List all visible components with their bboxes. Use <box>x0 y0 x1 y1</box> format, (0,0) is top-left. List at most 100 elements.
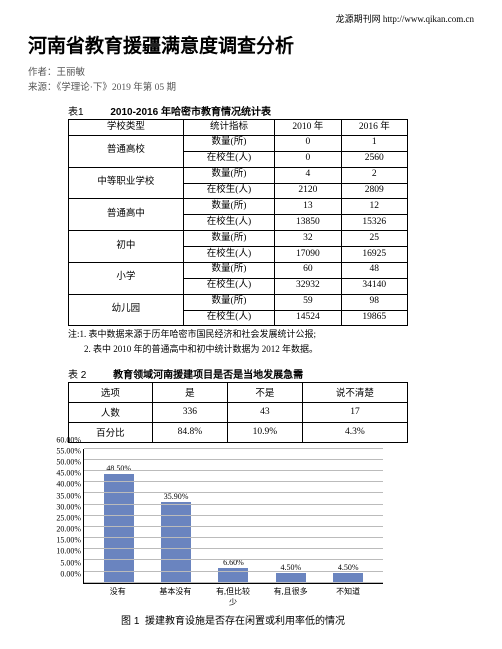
table1-header-cell: 2016 年 <box>341 120 407 136</box>
table1-cell: 34140 <box>341 278 407 294</box>
table1-cell: 数量(所) <box>183 231 274 247</box>
bar <box>104 474 134 583</box>
grid-line <box>84 470 383 471</box>
grid-line <box>84 537 383 538</box>
table1-cell: 16925 <box>341 247 407 263</box>
table-row: 普通高校数量(所)01 <box>69 135 408 151</box>
table1-cell: 32932 <box>275 278 341 294</box>
table-row: 初中数量(所)3225 <box>69 231 408 247</box>
chart-num: 图 1 <box>121 616 139 627</box>
table1-cell: 48 <box>341 262 407 278</box>
y-axis-label: 40.00% <box>56 480 84 489</box>
table1-cell: 1 <box>341 135 407 151</box>
y-axis-label: 60.00% <box>56 435 84 444</box>
table1-cell: 32 <box>275 231 341 247</box>
grid-line <box>84 571 383 572</box>
grid-line <box>84 548 383 549</box>
chart-caption: 图 1 援建教育设施是否存在闲置或利用率低的情况 <box>83 612 383 627</box>
table1-cell: 12 <box>341 199 407 215</box>
grid-line <box>84 448 383 449</box>
table1-cell: 数量(所) <box>183 199 274 215</box>
y-axis-label: 25.00% <box>56 513 84 522</box>
grid-line <box>84 559 383 560</box>
table2-header-cell: 选项 <box>69 382 153 402</box>
grid-line <box>84 492 383 493</box>
y-axis-label: 0.00% <box>60 569 84 578</box>
table1-cell: 19865 <box>341 310 407 326</box>
y-axis-label: 35.00% <box>56 491 84 500</box>
table1-cell: 25 <box>341 231 407 247</box>
table2-title: 教育领域河南援建项目是否是当地发展急需 <box>113 370 303 381</box>
table1-cell: 4 <box>275 167 341 183</box>
table1-type-cell: 小学 <box>69 262 184 294</box>
table2-cell: 84.8% <box>152 422 227 442</box>
y-axis-label: 10.00% <box>56 547 84 556</box>
table1-type-cell: 中等职业学校 <box>69 167 184 199</box>
x-axis-label: 不知道 <box>329 586 367 608</box>
x-axis-label: 有,且很多 <box>272 586 310 608</box>
table1-cell: 2120 <box>275 183 341 199</box>
author-name: 王丽敏 <box>57 68 86 78</box>
table1-cell: 2 <box>341 167 407 183</box>
table2-cell: 10.9% <box>227 422 302 442</box>
table2-header-cell: 说不清楚 <box>302 382 407 402</box>
table1-cell: 数量(所) <box>183 294 274 310</box>
grid-line <box>84 459 383 460</box>
y-axis-label: 20.00% <box>56 525 84 534</box>
grid-line <box>84 481 383 482</box>
table2-caption: 表 2 教育领域河南援建项目是否是当地发展急需 <box>68 366 474 381</box>
table1-type-cell: 初中 <box>69 231 184 263</box>
table1-cell: 在校生(人) <box>183 310 274 326</box>
y-axis-label: 50.00% <box>56 458 84 467</box>
table1-cell: 在校生(人) <box>183 247 274 263</box>
table2-num: 表 2 <box>68 370 86 381</box>
source-label: 来源： <box>28 83 57 93</box>
table1-cell: 2809 <box>341 183 407 199</box>
chart-title: 援建教育设施是否存在闲置或利用率低的情况 <box>145 616 345 627</box>
table-row: 幼儿园数量(所)5998 <box>69 294 408 310</box>
bar-column: 4.50% <box>329 563 367 583</box>
table1-type-cell: 普通高校 <box>69 135 184 167</box>
table1-header-cell: 2010 年 <box>275 120 341 136</box>
table2-cell: 人数 <box>69 402 153 422</box>
site-url: http://www.qikan.com.cn <box>383 14 474 24</box>
page-title: 河南省教育援疆满意度调查分析 <box>28 31 474 58</box>
bar-column: 4.50% <box>272 563 310 583</box>
table1-header-cell: 学校类型 <box>69 120 184 136</box>
author-label: 作者： <box>28 68 57 78</box>
table2-header-cell: 是 <box>152 382 227 402</box>
bar-chart: 48.50%35.90%6.60%4.50%4.50% 0.00%5.00%10… <box>83 449 383 584</box>
grid-line <box>84 526 383 527</box>
table2-cell: 4.3% <box>302 422 407 442</box>
grid-line <box>84 504 383 505</box>
table1: 学校类型统计指标2010 年2016 年 普通高校数量(所)01在校生(人)02… <box>68 119 408 326</box>
x-axis-label: 没有 <box>99 586 137 608</box>
table-row: 百分比84.8%10.9%4.3% <box>69 422 408 442</box>
site-label: 龙源期刊网 <box>336 14 381 24</box>
table2-cell: 17 <box>302 402 407 422</box>
table1-cell: 17090 <box>275 247 341 263</box>
table2-cell: 336 <box>152 402 227 422</box>
y-axis-label: 15.00% <box>56 536 84 545</box>
table1-cell: 数量(所) <box>183 262 274 278</box>
table1-type-cell: 普通高中 <box>69 199 184 231</box>
table1-cell: 在校生(人) <box>183 183 274 199</box>
chart-container: 48.50%35.90%6.60%4.50%4.50% 0.00%5.00%10… <box>83 449 383 627</box>
table-row: 中等职业学校数量(所)42 <box>69 167 408 183</box>
table1-note2: 2. 表中 2010 年的普通高中和初中统计数据为 2012 年数据。 <box>84 344 474 356</box>
bar-value-label: 48.50% <box>106 464 131 473</box>
table1-cell: 2560 <box>341 151 407 167</box>
grid-line <box>84 515 383 516</box>
table1-title: 2010-2016 年哈密市教育情况统计表 <box>110 107 271 118</box>
table1-cell: 在校生(人) <box>183 215 274 231</box>
table-row: 人数3364317 <box>69 402 408 422</box>
table1-cell: 14524 <box>275 310 341 326</box>
table1-cell: 0 <box>275 135 341 151</box>
site-header: 龙源期刊网 http://www.qikan.com.cn <box>28 12 474 25</box>
x-axis-label: 有,但比较少 <box>214 586 252 608</box>
y-axis-label: 55.00% <box>56 446 84 455</box>
table1-cell: 60 <box>275 262 341 278</box>
table1-cell: 13850 <box>275 215 341 231</box>
y-axis-label: 5.00% <box>60 558 84 567</box>
x-axis-label: 基本没有 <box>156 586 194 608</box>
